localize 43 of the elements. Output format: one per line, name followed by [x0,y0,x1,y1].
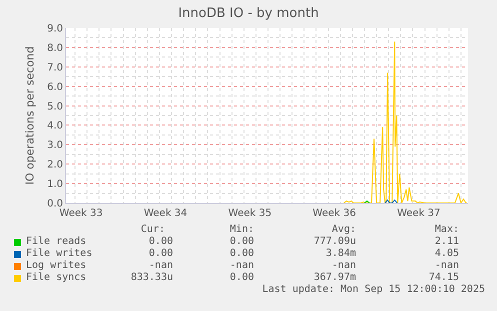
text: 3.84m [326,248,356,259]
text: 0.00 [230,272,254,283]
text: 0.00 [148,248,173,259]
text: 74.15 [428,272,459,283]
text: 4.05 [434,248,459,259]
text: Cur: [140,224,165,235]
y-tick-label: 5.0 [47,101,63,112]
text: -nan [332,260,356,271]
text: -nan [230,260,254,271]
x-tick-label: Week 33 [59,208,103,219]
y-tick-label: 4.0 [47,120,63,132]
x-tick-label: Week 34 [144,208,188,219]
y-tick-label: 9.0 [47,24,63,34]
legend-label: Log writes [26,260,86,271]
text: 367.97m [314,272,356,283]
y-tick-label: 1.0 [47,179,63,190]
text: Avg: [332,224,356,235]
text: 2.11 [434,236,459,247]
y-tick-label: 0.0 [47,198,63,210]
x-tick-label: Week 35 [228,208,272,219]
text: 833.33u [130,272,173,283]
y-axis-title: IO operations per second [24,46,37,185]
x-tick-label: Week 36 [312,208,356,219]
line-series [343,41,468,203]
legend-label: File writes [26,248,92,259]
text: 0.00 [148,236,173,247]
y-tick-label: 8.0 [47,42,63,54]
text: -nan [148,260,173,271]
text: Max: [434,224,459,235]
y-tick-label: 2.0 [47,160,63,171]
text: 0.00 [230,248,254,259]
legend-label: File syncs [26,272,86,283]
text: Last update: Mon Sep 15 12:00:10 2025 [262,284,485,295]
y-tick-label: 6.0 [47,82,63,93]
chart-title: InnoDB IO - by month [178,6,319,21]
text: 777.09u [314,236,356,247]
y-tick-label: 3.0 [47,140,63,152]
legend-label: File reads [26,236,86,247]
text: -nan [434,260,459,271]
y-tick-label: 7.0 [47,62,63,74]
text: 0.00 [230,236,254,247]
text: Min: [230,224,254,235]
x-tick-label: Week 37 [397,208,440,219]
